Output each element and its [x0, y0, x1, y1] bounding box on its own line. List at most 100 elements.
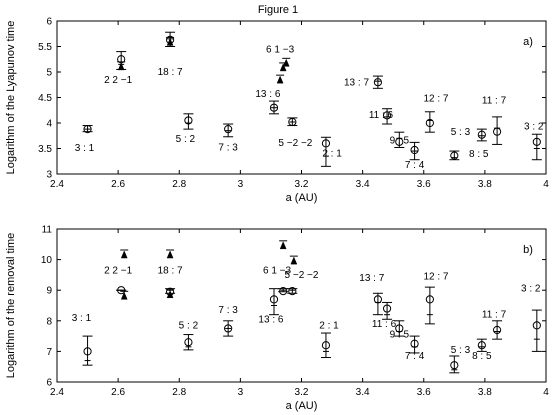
y-tick-label: 4.5: [38, 93, 52, 104]
data-point-circle: [425, 118, 434, 128]
x-tick-label: 3: [238, 179, 244, 190]
resonance-label: 11 : 6: [369, 110, 394, 121]
data-point-circle: [117, 286, 126, 295]
x-tick-label: 2.4: [50, 179, 64, 190]
resonance-label: 5 : 3: [451, 345, 471, 356]
y-tick-label: 4: [46, 119, 52, 130]
data-point-triangle: [166, 250, 174, 259]
data-point-circle: [477, 341, 486, 350]
data-point-circle: [321, 139, 331, 148]
data-point-circle: [477, 130, 486, 139]
data-point-circle: [279, 287, 288, 296]
resonance-label: 11 : 7: [482, 96, 507, 107]
data-point-circle: [395, 324, 404, 333]
data-point-triangle: [279, 241, 287, 250]
resonance-label: 3 : 2: [521, 284, 541, 295]
data-point-circle: [269, 103, 279, 112]
x-tick-label: 3.4: [356, 387, 370, 398]
data-point-circle: [269, 295, 279, 304]
y-tick-label: 5: [46, 68, 52, 79]
resonance-label: 13 : 6: [258, 314, 283, 325]
resonance-label: 2 2 −1: [104, 75, 133, 86]
resonance-label: 18 : 7: [158, 265, 183, 276]
resonance-label: 5 −2 −2: [285, 270, 319, 281]
x-axis-label: a (AU): [286, 400, 318, 412]
x-tick-label: 2.8: [172, 179, 186, 190]
data-point-circle: [425, 295, 434, 304]
data-point-triangle: [120, 291, 128, 300]
x-tick-label: 3.8: [478, 179, 492, 190]
y-axis-label: Logarithm of the removal time: [5, 233, 17, 379]
x-tick-label: 3: [238, 387, 244, 398]
y-tick-label: 10: [41, 255, 53, 266]
y-axis-label: Logarithm of the Lyapunov time: [5, 21, 17, 175]
data-point-circle: [410, 145, 419, 155]
resonance-label: 7 : 3: [218, 305, 238, 316]
data-point-circle: [184, 338, 193, 347]
data-point-circle: [321, 341, 331, 350]
data-point-circle: [532, 321, 541, 330]
data-point-triangle: [166, 37, 174, 46]
data-point-circle: [532, 137, 541, 146]
data-point-circle: [410, 339, 419, 348]
x-tick-label: 3.6: [417, 179, 431, 190]
x-axis-label: a (AU): [286, 192, 318, 204]
data-point-circle: [83, 125, 92, 134]
resonance-label: 7 : 4: [405, 351, 425, 362]
data-point-circle: [382, 304, 392, 313]
resonance-label: 5 −2 −2: [278, 138, 312, 149]
chart-panel-b: 2.4 2.6 2.8 3 3.2 3.4 3.6 3.8 4 6 7 8 9 10 11 a (AU) Log…: [5, 225, 549, 413]
resonance-label: 7 : 3: [218, 143, 238, 154]
resonance-label: 7 : 4: [405, 160, 425, 171]
resonance-label: 3 : 1: [75, 143, 95, 154]
data-point-circle: [395, 137, 404, 146]
resonance-label: 12 : 7: [423, 94, 448, 105]
resonance-label: 18 : 7: [158, 67, 183, 78]
y-tick-label: 3: [46, 170, 52, 181]
data-point-circle: [373, 78, 383, 87]
data-point-triangle: [279, 63, 287, 72]
x-tick-label: 2.6: [111, 387, 125, 398]
x-tick-label: 2.6: [111, 179, 125, 190]
resonance-label: 11 : 6: [372, 319, 397, 330]
data-point-circle: [450, 151, 459, 160]
resonance-label: 12 : 7: [423, 271, 448, 282]
data-point-circle: [373, 295, 383, 304]
resonance-label: 2 : 1: [319, 320, 339, 331]
x-tick-label: 2.8: [172, 387, 186, 398]
resonance-label: 13 : 7: [359, 273, 384, 284]
y-tick-label: 6: [46, 17, 52, 28]
y-tick-label: 6: [46, 378, 52, 389]
resonance-label: 5 : 2: [176, 134, 196, 145]
x-tick-label: 3.2: [295, 387, 309, 398]
data-point-circle: [382, 111, 392, 120]
y-tick-label: 5.5: [38, 42, 52, 53]
resonance-label: 2 : 1: [322, 149, 342, 160]
panel-tag: b): [523, 244, 533, 256]
data-point-circle: [288, 117, 297, 127]
resonance-label: 5 : 2: [179, 320, 199, 331]
x-tick-label: 3.2: [295, 179, 309, 190]
data-point-circle: [83, 347, 92, 356]
resonance-label: 9 : 5: [390, 135, 410, 146]
data-point-circle: [224, 125, 233, 134]
resonance-label: 11 : 7: [482, 310, 507, 321]
resonance-label: 2 2 −1: [104, 265, 133, 276]
x-tick-label: 4: [543, 179, 549, 190]
data-point-circle: [184, 116, 193, 125]
data-point-circle: [288, 287, 297, 296]
data-point-circle: [493, 127, 502, 136]
data-point-triangle: [166, 290, 174, 299]
resonance-label: 13 : 6: [255, 89, 280, 100]
resonance-label: 5 : 3: [451, 127, 471, 138]
figure-title: Figure 1: [258, 4, 298, 16]
resonance-label: 3 : 1: [72, 313, 92, 324]
data-point-circle: [224, 324, 233, 333]
data-point-circle: [493, 325, 502, 335]
x-tick-label: 3.8: [478, 387, 492, 398]
resonance-label: 6 1 −3: [263, 265, 292, 276]
data-point-circle: [450, 361, 459, 370]
resonance-label: 6 1 −3: [266, 45, 295, 56]
data-point-triangle: [290, 256, 298, 265]
